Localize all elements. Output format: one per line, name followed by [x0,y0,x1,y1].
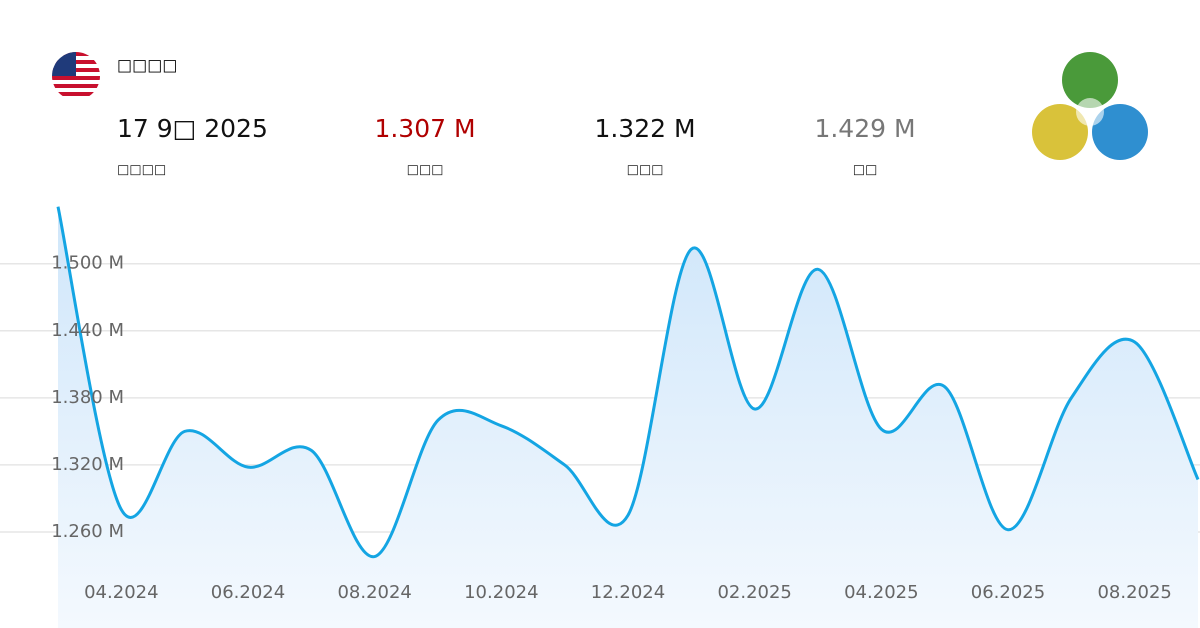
x-tick-label: 04.2024 [84,582,158,603]
x-tick-label: 12.2024 [591,582,665,603]
forecast: 1.322 M [594,114,695,143]
x-tick-label: 08.2024 [337,582,411,603]
y-tick-label: 1.440 M [51,320,124,341]
previous-label: □□ [853,163,878,178]
y-tick-label: 1.260 M [51,521,124,542]
x-tick-label: 04.2025 [844,582,918,603]
x-tick-label: 08.2025 [1097,582,1171,603]
actual-label: □□□ [407,163,444,178]
plot: 1.260 M 1.320 M 1.380 M 1.440 M 1.500 M 04.20… [0,206,1200,628]
y-tick-label: 1.500 M [51,253,124,274]
actual: 1.307 M [374,114,475,143]
y-tick-label: 1.320 M [51,454,124,475]
date-label: □□□□ [117,163,166,178]
line [56,206,1200,559]
previous: 1.429 M [814,114,915,143]
y-tick-label: 1.380 M [51,387,124,408]
title: □□□□ [117,56,177,75]
x-tick-label: 02.2025 [717,582,791,603]
area [58,206,1198,628]
flag [52,52,100,100]
x-tick-label: 10.2024 [464,582,538,603]
x-tick-label: 06.2024 [211,582,285,603]
forecast-label: □□□ [627,163,664,178]
logo [1032,52,1148,160]
x-tick-label: 06.2025 [971,582,1045,603]
date: 17 9□ 2025 [117,114,268,143]
